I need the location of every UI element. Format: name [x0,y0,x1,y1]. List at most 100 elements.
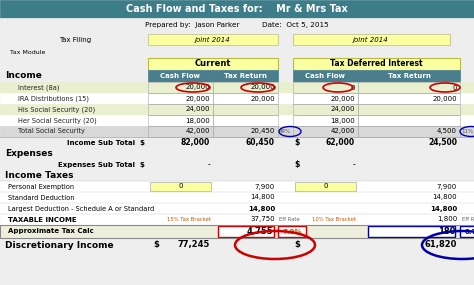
Bar [358,126,460,137]
Text: 14,800: 14,800 [432,194,457,201]
Text: 62,000: 62,000 [326,139,355,148]
Text: 20,000: 20,000 [185,95,210,101]
Bar [0,225,474,238]
Bar [0,0,474,18]
Bar [0,192,474,203]
Bar [0,149,474,159]
Bar [0,93,474,104]
Text: Her Social Security (20): Her Social Security (20) [18,117,97,124]
Text: Income: Income [5,72,42,80]
Bar [293,126,358,137]
Bar [148,70,213,82]
Bar [0,33,474,47]
Bar [293,104,358,115]
Text: 7,900: 7,900 [437,184,457,190]
Text: Eff Rate: Eff Rate [279,217,300,222]
Bar [0,104,474,115]
Text: 15% Tax Bracket: 15% Tax Bracket [167,217,211,222]
Bar [368,226,455,237]
Bar [358,115,460,126]
Text: 0: 0 [323,184,328,190]
Bar [460,226,474,237]
Text: $: $ [294,160,300,169]
Text: 20,000: 20,000 [250,84,275,91]
Bar [148,58,278,70]
Text: 61,820: 61,820 [425,241,457,249]
Bar [278,226,306,237]
Text: 14,800: 14,800 [430,205,457,211]
Text: Cash Flow: Cash Flow [161,73,201,79]
Text: Tax Return: Tax Return [388,73,430,79]
Bar [148,93,213,104]
Text: $: $ [153,241,159,249]
Text: 0: 0 [350,84,355,91]
Text: Standard Deduction: Standard Deduction [8,194,74,201]
Text: 20,000: 20,000 [432,95,457,101]
Text: 11%: 11% [461,129,473,134]
Bar [358,70,460,82]
Bar [0,115,474,126]
Bar [0,47,474,58]
Bar [358,104,460,115]
Text: 20,450: 20,450 [251,129,275,135]
Text: Eff Rate: Eff Rate [462,217,474,222]
Text: 10% Tax Bracket: 10% Tax Bracket [312,217,356,222]
Text: 20,000: 20,000 [250,95,275,101]
Bar [0,181,474,192]
Text: TAXABLE INCOME: TAXABLE INCOME [8,217,77,223]
Text: 180: 180 [438,227,455,236]
Bar [293,70,358,82]
Text: Tax Return: Tax Return [224,73,267,79]
Bar [293,58,460,70]
Bar [295,182,356,191]
Text: $: $ [294,139,300,148]
Bar [213,82,278,93]
Text: 4,500: 4,500 [437,129,457,135]
Bar [0,82,474,93]
Text: 0: 0 [453,84,457,91]
Bar [0,170,474,181]
Bar [213,126,278,137]
Bar [148,115,213,126]
Bar [148,34,278,45]
Text: 14,800: 14,800 [248,205,275,211]
Bar [213,93,278,104]
Text: joint 2014: joint 2014 [353,37,389,43]
Bar [293,82,358,93]
Text: 37,750: 37,750 [250,217,275,223]
Text: 42,000: 42,000 [330,129,355,135]
Bar [0,214,474,225]
Text: 1,800: 1,800 [437,217,457,223]
Bar [148,126,213,137]
Text: Total Social Security: Total Social Security [18,129,85,135]
Text: 7.9%: 7.9% [282,229,302,235]
Text: Discretionary Income: Discretionary Income [5,241,114,249]
Text: Tax Filing: Tax Filing [59,37,91,43]
Bar [148,104,213,115]
Text: Tax Module: Tax Module [10,50,46,55]
Text: 18,000: 18,000 [185,117,210,123]
Text: 42,000: 42,000 [185,129,210,135]
Bar [293,115,358,126]
Bar [213,104,278,115]
Text: 49%: 49% [279,129,291,134]
Text: 24,500: 24,500 [428,139,457,148]
Text: Cash Flow and Taxes for:    Mr & Mrs Tax: Cash Flow and Taxes for: Mr & Mrs Tax [126,4,348,14]
Bar [0,137,474,149]
Text: 24,000: 24,000 [185,107,210,113]
Bar [0,159,474,170]
Text: Prepared by:  Jason Parker          Date:  Oct 5, 2015: Prepared by: Jason Parker Date: Oct 5, 2… [145,22,329,28]
Text: IRA Distributions (15): IRA Distributions (15) [18,95,89,102]
Text: Interest (8a): Interest (8a) [18,84,60,91]
Bar [0,203,474,214]
Text: Income Sub Total  $: Income Sub Total $ [67,140,145,146]
Text: 77,245: 77,245 [178,241,210,249]
Text: -: - [352,160,355,169]
Text: 14,800: 14,800 [250,194,275,201]
Bar [358,82,460,93]
Text: Personal Exemption: Personal Exemption [8,184,74,190]
Bar [0,225,474,238]
Text: Largest Deduction - Schedule A or Standard: Largest Deduction - Schedule A or Standa… [8,205,154,211]
Bar [213,70,278,82]
Bar [218,226,274,237]
